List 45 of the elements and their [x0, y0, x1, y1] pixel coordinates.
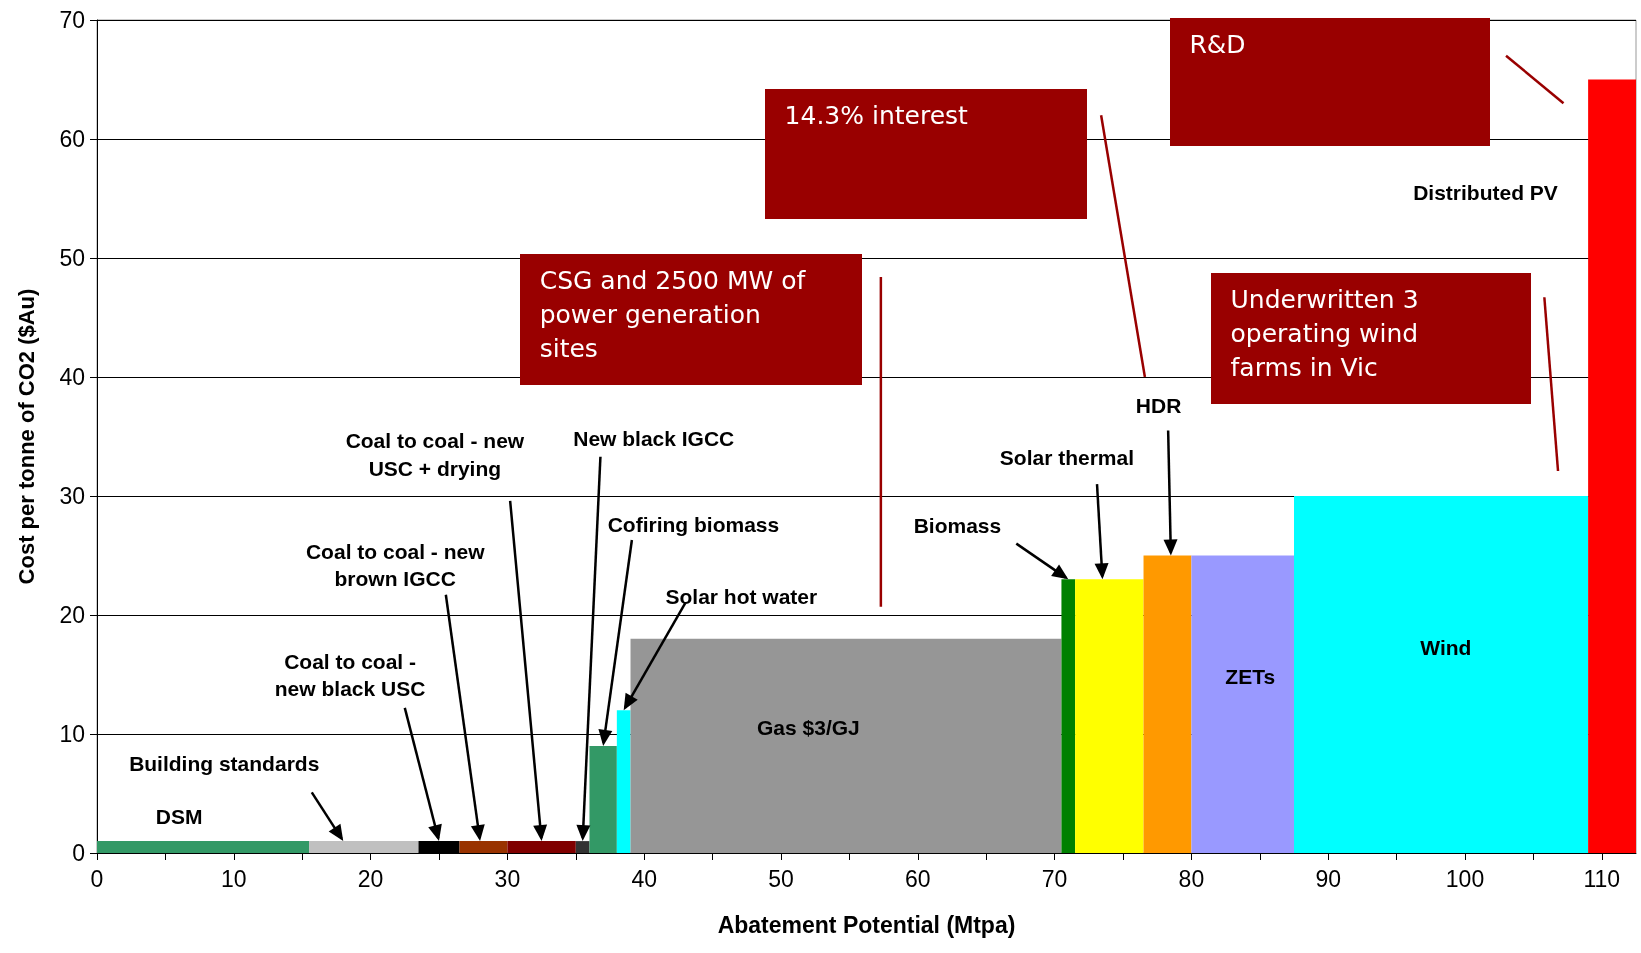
- x-tick-label: 30: [494, 865, 521, 892]
- annotation: Distributed PV: [1413, 179, 1558, 206]
- annotation: HDR: [1135, 392, 1182, 419]
- x-tick-label: 80: [1178, 865, 1205, 892]
- callout-box: CSG and 2500 MW of power generation sites: [519, 254, 862, 386]
- annotation: Solar hot water: [665, 584, 818, 611]
- x-tick-label: 60: [905, 865, 931, 892]
- annotation: CSG and 2500 MW of power generation sites: [539, 265, 807, 365]
- x-tick-label: 10: [221, 865, 247, 892]
- y-tick-label: 10: [59, 721, 85, 747]
- annotation: ZETs: [1225, 664, 1276, 691]
- x-tick-label: 90: [1315, 865, 1341, 892]
- callout-box: Underwritten 3 operating wind farms in Vic: [1210, 273, 1531, 405]
- x-axis-title: Abatement Potential (Mtpa): [717, 911, 1016, 938]
- annotation: Solar thermal: [999, 445, 1135, 472]
- y-tick-label: 30: [59, 483, 85, 509]
- x-tick-label: 50: [768, 865, 794, 892]
- annotation: Cofiring biomass: [607, 511, 780, 538]
- annotation: Gas $3/GJ: [756, 715, 860, 742]
- x-tick-label: 70: [1041, 865, 1068, 892]
- y-tick-label: 40: [59, 364, 85, 390]
- annotation: Wind: [1420, 635, 1472, 662]
- x-tick-label: 110: [1583, 865, 1621, 892]
- annotation: New black IGCC: [573, 426, 735, 453]
- y-axis-title: Cost per tonne of CO2 ($Au): [13, 288, 39, 585]
- annotation: R&D: [1189, 28, 1247, 61]
- annotation: Biomass: [913, 513, 1002, 540]
- annotation: Underwritten 3 operating wind farms in Vic: [1230, 284, 1420, 384]
- annotation: Building standards: [129, 751, 320, 778]
- y-tick-label: 50: [59, 245, 85, 271]
- x-tick-label: 100: [1445, 865, 1485, 892]
- annotation: Coal to coal - new brown IGCC: [304, 538, 486, 592]
- y-tick-label: 70: [59, 7, 85, 33]
- y-tick-label: 60: [59, 126, 85, 152]
- annotation: Coal to coal - new black USC: [273, 648, 427, 702]
- y-tick-label: 0: [72, 840, 85, 866]
- x-tick-label: 40: [631, 865, 657, 892]
- callout-box: R&D: [1169, 17, 1490, 147]
- annotation: DSM: [155, 804, 203, 831]
- callout-box: 14.3% interest: [764, 89, 1088, 219]
- x-tick-label: 20: [357, 865, 384, 892]
- x-tick-label: 0: [90, 865, 104, 892]
- annotation: Coal to coal - new USC + drying: [344, 428, 526, 482]
- y-tick-label: 20: [59, 602, 85, 628]
- annotation: 14.3% interest: [784, 100, 969, 132]
